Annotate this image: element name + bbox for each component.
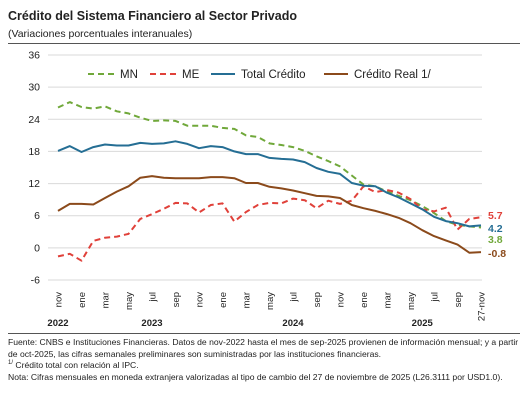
x-tick-label: ene: [218, 292, 229, 308]
x-tick-label: mar: [383, 292, 394, 308]
x-tick-label: jul: [430, 292, 441, 303]
x-tick-label: jul: [148, 292, 159, 303]
year-label: 2023: [141, 318, 162, 329]
chart-notes: Fuente: CNBS e Instituciones Financieras…: [8, 337, 520, 383]
y-tick-label: -6: [31, 275, 40, 287]
y-tick-label: 24: [28, 114, 40, 126]
x-tick-label: mar: [242, 292, 253, 308]
x-tick-label: sep: [171, 292, 182, 307]
series-line-total-cr-dito: [57, 140, 482, 228]
x-tick-label: may: [265, 292, 276, 310]
x-tick-label: ene: [77, 292, 88, 308]
x-tick-label: may: [406, 292, 417, 310]
footnote-mark: 1/: [8, 360, 14, 367]
legend-label: ME: [182, 69, 200, 81]
legend-label: Crédito Real 1/: [354, 69, 432, 81]
year-label: 2024: [282, 318, 304, 329]
y-tick-label: 0: [34, 242, 40, 254]
x-tick-label: nov: [195, 292, 206, 308]
x-tick-label: sep: [312, 292, 323, 307]
series-line-mn: [57, 101, 482, 229]
y-tick-label: 18: [28, 146, 40, 158]
chart-title: Crédito del Sistema Financiero al Sector…: [8, 9, 297, 23]
end-value-label: 3.8: [488, 234, 503, 246]
end-value-label: 5.7: [488, 210, 503, 222]
end-value-label: 4.2: [488, 223, 503, 235]
top-divider: [8, 43, 520, 44]
bottom-divider: [8, 333, 520, 334]
x-tick-label: nov: [336, 292, 347, 308]
y-tick-label: 12: [28, 178, 40, 190]
x-tick-label: jul: [289, 292, 300, 303]
x-tick-label: ene: [359, 292, 370, 308]
legend-label: MN: [120, 69, 138, 81]
legend-label: Total Crédito: [241, 69, 306, 81]
line-chart: 36 30 24 18 12 6 0 -6 nov ene mar may jul sep nov ene ma…: [28, 50, 506, 330]
footnote-text: Crédito total con relación al IPC.: [15, 360, 139, 371]
x-tick-label: may: [124, 292, 135, 310]
x-tick-label: mar: [101, 292, 112, 308]
x-tick-label: 27-nov: [477, 292, 488, 321]
x-tick-label: nov: [54, 292, 65, 308]
series-line-cr-dito-real-1: [57, 175, 482, 254]
series-line-me: [57, 185, 482, 262]
source-note: Fuente: CNBS e Instituciones Financieras…: [8, 337, 519, 359]
y-tick-label: 30: [28, 82, 40, 94]
y-tick-label: 6: [34, 210, 40, 222]
chart-subtitle: (Variaciones porcentuales interanuales): [8, 28, 193, 40]
exchange-rate-note: Nota: Cifras mensuales en moneda extranj…: [8, 371, 503, 382]
footnote: 1/ Crédito total con relación al IPC.: [8, 360, 520, 372]
x-tick-label: sep: [453, 292, 464, 307]
year-label: 2022: [47, 318, 68, 329]
year-label: 2025: [412, 318, 434, 329]
end-value-label: -0.8: [488, 248, 506, 260]
y-tick-label: 36: [28, 50, 40, 62]
